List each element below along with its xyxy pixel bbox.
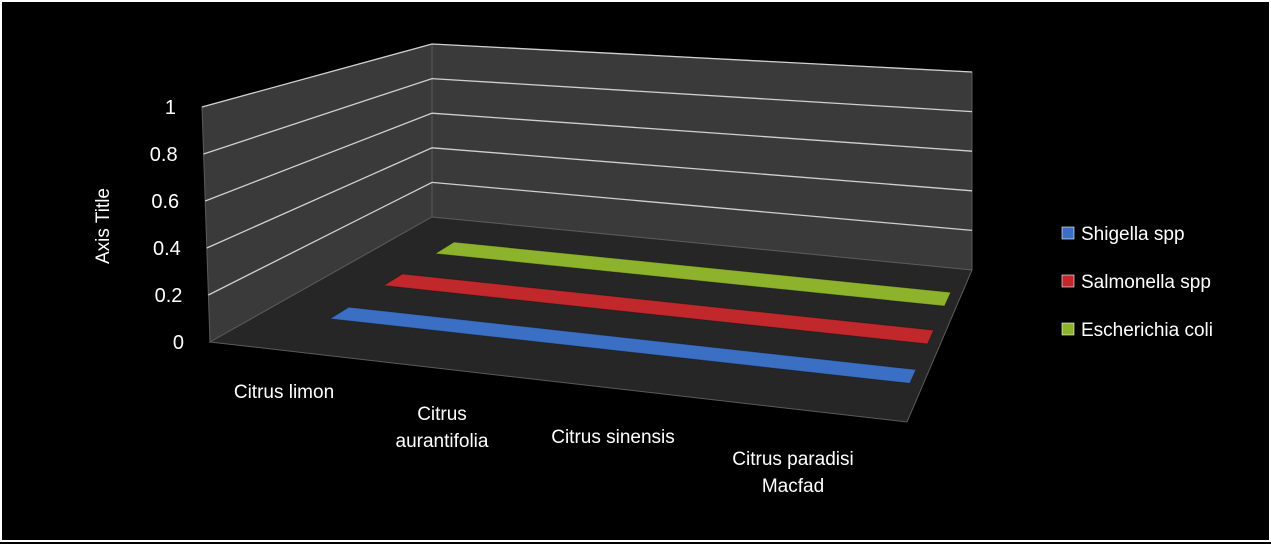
x-category-label: Citrus sinensis (551, 427, 675, 448)
y-tick-label: 0.6 (151, 191, 179, 213)
gridline (203, 77, 973, 155)
bar-shigella-spp (328, 306, 917, 384)
y-axis-ticks: 0 0.2 0.4 0.6 0.8 1 (150, 97, 184, 354)
x-category-label: Citrus paradisi Macfad (732, 449, 853, 497)
legend-label: Shigella spp (1081, 224, 1185, 245)
legend-label: Salmonella spp (1081, 272, 1211, 293)
gridline (206, 147, 973, 249)
x-axis-categories: Citrus limon Citrus aurantifolia Citrus sin… (234, 382, 854, 497)
gridline (204, 112, 973, 202)
gridline (201, 43, 973, 108)
legend-swatch (1061, 274, 1075, 288)
x-category-label: Citrus aurantifolia (396, 404, 489, 452)
chart-walls (201, 43, 973, 423)
chart-bars (328, 241, 952, 384)
x-category-label: Citrus limon (234, 382, 334, 403)
legend-item: Shigella spp (1061, 224, 1185, 245)
y-tick-label: 0 (173, 332, 184, 354)
floor (208, 216, 973, 423)
y-axis-title: Axis Title (93, 188, 114, 264)
legend-label: Escherichia coli (1081, 320, 1213, 341)
bar-salmonella-spp (382, 273, 935, 345)
chart-gridlines (201, 43, 973, 296)
legend-item: Escherichia coli (1061, 320, 1213, 341)
legend-swatch (1061, 226, 1075, 240)
y-tick-label: 1 (165, 97, 176, 119)
bar-escherichia-coli (433, 241, 952, 307)
y-tick-label: 0.2 (155, 285, 183, 307)
legend: Shigella spp Salmonella spp Escherichia co… (1061, 224, 1213, 341)
legend-swatch (1061, 322, 1075, 336)
gridline (208, 181, 973, 296)
y-tick-label: 0.8 (150, 144, 178, 166)
y-tick-label: 0.4 (153, 238, 181, 260)
legend-item: Salmonella spp (1061, 272, 1211, 293)
